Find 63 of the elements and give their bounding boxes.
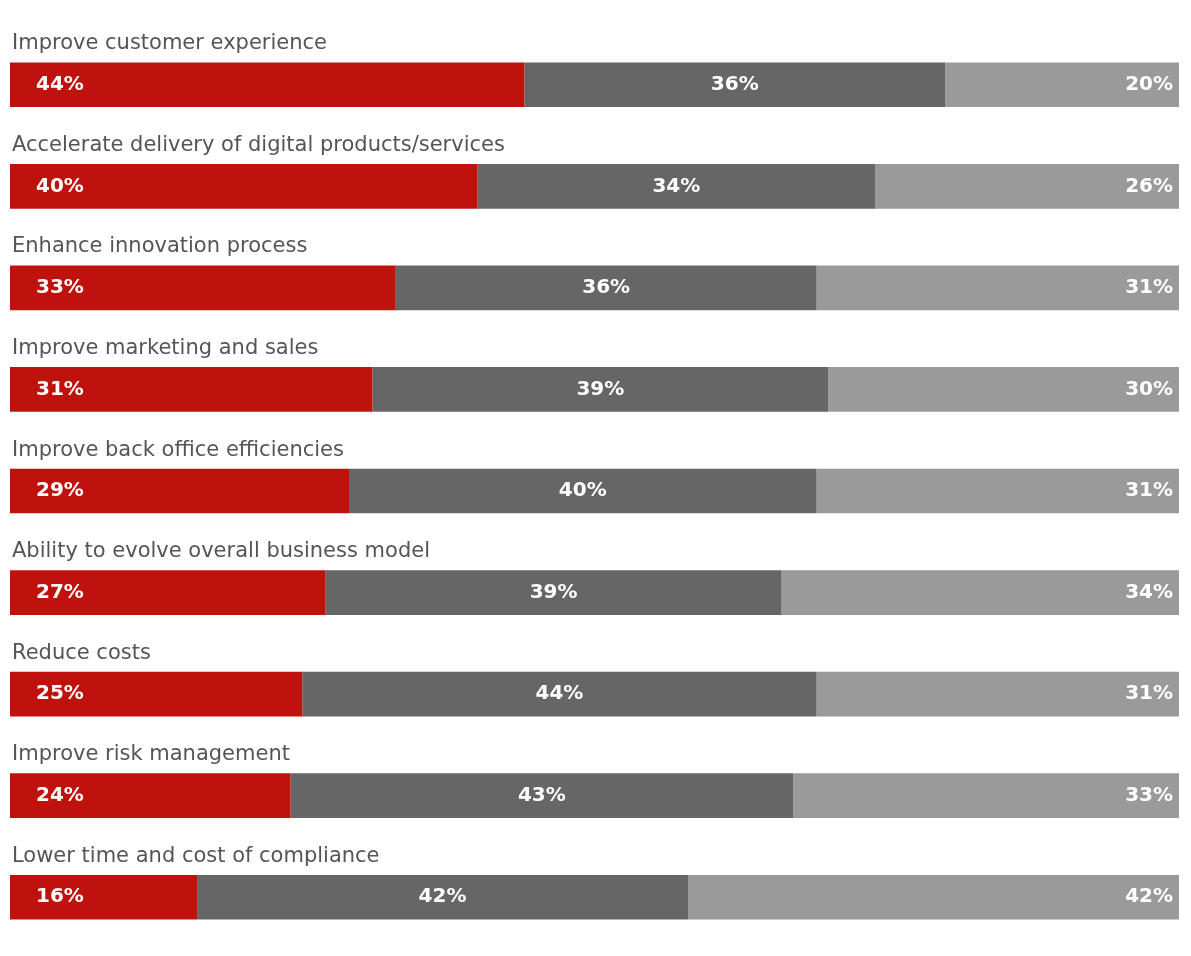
y-tick-label: Accelerate delivery of digital products/services [12, 131, 505, 156]
data-label: 31% [1125, 680, 1173, 705]
data-label: 34% [1125, 578, 1173, 603]
data-label: 27% [36, 578, 84, 603]
data-label: 31% [1125, 274, 1173, 299]
bar [10, 468, 350, 514]
bar [477, 163, 876, 209]
y-tick-label: Improve back office efficiencies [12, 436, 344, 461]
data-label: 36% [582, 274, 631, 299]
data-label: 39% [576, 375, 625, 400]
data-label: 39% [529, 578, 578, 603]
bar [10, 163, 478, 209]
data-label: 36% [710, 70, 759, 95]
y-tick-label: Reduce costs [12, 639, 151, 664]
data-label: 24% [36, 781, 84, 806]
bar [10, 367, 373, 412]
bar [10, 62, 525, 108]
data-label: 40% [36, 172, 84, 197]
bar [197, 874, 689, 920]
data-label: 25% [36, 680, 84, 705]
bar [816, 265, 1179, 311]
bar [793, 773, 1179, 819]
y-tick-label: Improve customer experience [12, 30, 327, 55]
bar [290, 773, 794, 819]
y-tick-label: Lower time and cost of compliance [12, 842, 380, 867]
data-label: 44% [535, 680, 584, 705]
bar [10, 570, 326, 615]
bar [875, 163, 1179, 209]
bar [372, 367, 829, 412]
y-tick-label: Enhance innovation process [12, 233, 308, 258]
bar [524, 62, 946, 108]
data-label: 31% [36, 375, 84, 400]
bar [10, 874, 198, 920]
data-label: 31% [1125, 477, 1173, 502]
data-label: 30% [1125, 375, 1173, 400]
data-label: 29% [36, 477, 84, 502]
bar [10, 773, 291, 819]
data-label: 34% [652, 172, 701, 197]
bar [10, 265, 396, 311]
data-label: 43% [517, 781, 566, 806]
y-tick-label: Improve risk management [12, 741, 290, 766]
data-label: 42% [1125, 883, 1173, 908]
bar [302, 671, 817, 717]
data-label: 44% [36, 70, 84, 95]
bar [688, 874, 1179, 920]
y-tick-label: Improve marketing and sales [12, 335, 319, 360]
bar [816, 671, 1179, 717]
bar [10, 671, 303, 717]
bar [828, 367, 1179, 412]
bar [816, 468, 1179, 514]
bar [349, 468, 817, 514]
data-label: 33% [1125, 781, 1173, 806]
data-label: 40% [558, 477, 607, 502]
bar [945, 62, 1179, 108]
bar [781, 570, 1179, 615]
bar [325, 570, 782, 615]
data-label: 16% [36, 883, 84, 908]
bar [395, 265, 817, 311]
data-label: 20% [1125, 70, 1173, 95]
data-label: 33% [36, 274, 84, 299]
data-label: 42% [418, 883, 467, 908]
y-tick-label: Ability to evolve overall business model [12, 538, 430, 563]
data-label: 26% [1125, 172, 1173, 197]
